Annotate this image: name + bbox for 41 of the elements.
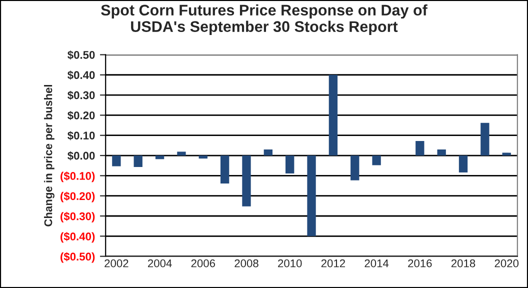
x-tick-label: 2002 <box>104 259 128 268</box>
x-tick-label: 2012 <box>321 259 345 268</box>
bar <box>372 156 381 166</box>
x-tick-label: 2020 <box>494 259 519 268</box>
bar <box>264 149 273 156</box>
y-tick-label: $0.30 <box>68 90 95 100</box>
bar <box>437 149 446 156</box>
y-tick-label: $0.50 <box>68 50 95 60</box>
bar <box>112 156 121 166</box>
bar <box>198 156 208 159</box>
y-tick-label: $0.20 <box>68 110 95 120</box>
x-tick-label: 2014 <box>364 259 389 268</box>
bar <box>155 156 164 160</box>
x-tick-label: 2010 <box>278 259 302 268</box>
bar <box>416 141 424 156</box>
y-tick-label: ($0.30) <box>60 212 95 222</box>
bar <box>328 74 338 156</box>
bar <box>307 156 316 236</box>
chart-title: Spot Corn Futures Price Response on Day of USDA's September 30 Stocks Report <box>101 4 428 36</box>
x-tick-label: 2006 <box>191 259 216 268</box>
bar <box>480 122 490 156</box>
bar <box>286 156 294 174</box>
bar <box>502 152 511 156</box>
bar <box>458 156 468 172</box>
y-tick-label: $0.40 <box>68 70 95 80</box>
bar <box>177 152 186 156</box>
y-tick-label: ($0.50) <box>60 252 95 263</box>
x-tick-label: 2018 <box>451 259 476 268</box>
y-tick-label: ($0.40) <box>60 232 95 243</box>
y-tick-label: $0.10 <box>68 131 95 140</box>
bar <box>220 156 230 184</box>
y-tick-label: ($0.20) <box>60 192 95 202</box>
x-tick-label: 2004 <box>148 259 172 268</box>
bar <box>242 156 251 206</box>
y-tick-label: ($0.10) <box>60 172 95 182</box>
y-axis-title: Change in price per bushel <box>44 84 54 226</box>
y-tick-label: $0.00 <box>68 151 95 160</box>
x-tick-label: 2016 <box>408 259 432 268</box>
bar <box>134 156 142 168</box>
x-tick-label: 2008 <box>234 259 258 268</box>
bar <box>350 156 360 180</box>
